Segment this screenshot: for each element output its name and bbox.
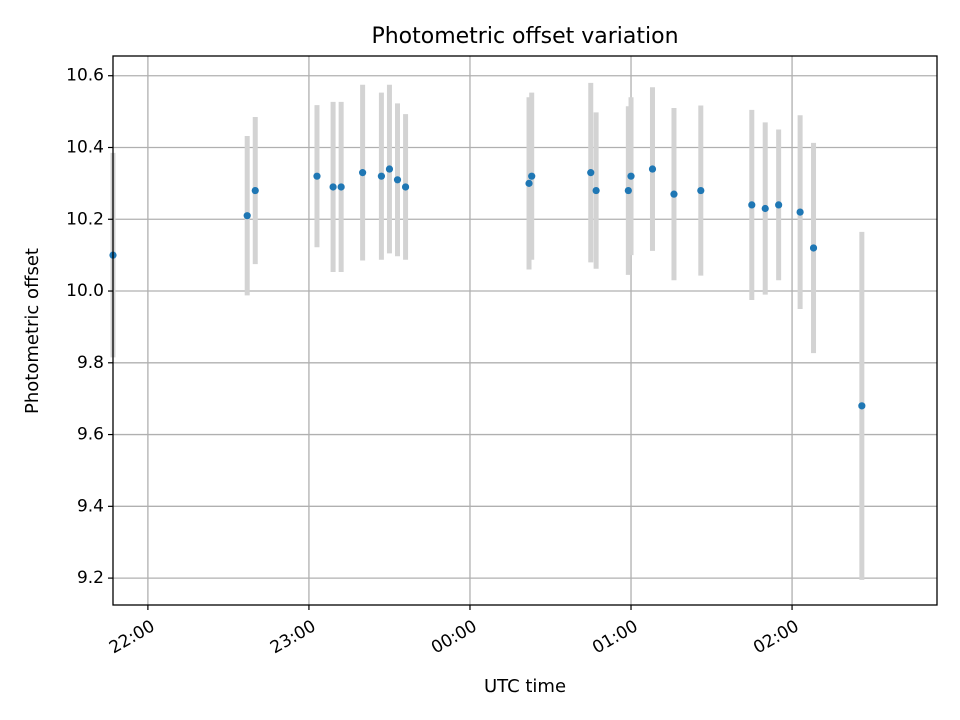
data-point <box>525 179 533 187</box>
y-tick-label: 10.6 <box>66 66 104 86</box>
data-point <box>858 402 866 410</box>
data-point <box>624 186 632 195</box>
y-tick-label: 10.4 <box>66 138 104 158</box>
data-point <box>377 172 386 180</box>
data-point <box>313 172 321 180</box>
data-point <box>796 208 804 216</box>
chart-title: Photometric offset variation <box>371 24 678 49</box>
data-point <box>587 169 595 177</box>
data-point <box>670 190 678 198</box>
data-point <box>748 201 756 209</box>
x-axis-label: UTC time <box>484 676 566 697</box>
data-point <box>385 165 394 173</box>
data-point <box>809 244 818 252</box>
y-tick-label: 9.6 <box>77 425 104 445</box>
data-point <box>648 165 657 173</box>
data-point <box>393 176 402 184</box>
y-axis-ticks: 9.2 9.4 9.6 9.8 10.0 10.2 10.4 10.6 <box>66 66 113 588</box>
plot-frame <box>112 55 938 606</box>
data-point <box>337 183 345 191</box>
data-point <box>592 186 600 195</box>
y-axis-label: Photometric offset <box>22 248 43 414</box>
data-point <box>528 172 536 180</box>
data-point <box>627 172 635 180</box>
data-point <box>329 183 337 191</box>
y-tick-label: 10.0 <box>66 281 104 301</box>
data-point <box>251 186 259 195</box>
data-point <box>401 183 410 191</box>
data-points <box>109 165 866 410</box>
data-point <box>775 201 783 209</box>
data-point <box>697 186 705 195</box>
y-tick-label: 10.2 <box>66 209 104 229</box>
data-point <box>761 204 769 213</box>
y-tick-label: 9.4 <box>77 496 104 516</box>
y-tick-label: 9.2 <box>77 568 104 588</box>
data-point <box>359 169 367 177</box>
y-tick-label: 9.8 <box>77 353 104 373</box>
data-point <box>243 212 251 220</box>
